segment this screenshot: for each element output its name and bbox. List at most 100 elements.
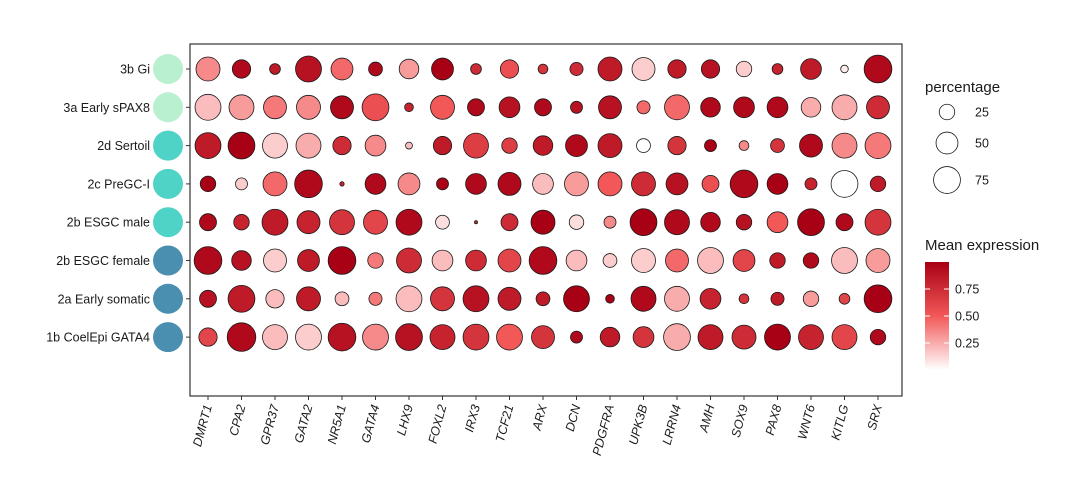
gene-label: SRX	[865, 403, 885, 432]
dot-foxl2	[431, 57, 454, 81]
color-legend: Mean expression 0.25 0.50 0.75	[925, 237, 1039, 370]
dot-gpr37	[263, 248, 287, 273]
dot-cpa2	[231, 59, 252, 79]
dot-wnt6	[798, 324, 824, 351]
dot-gata4	[364, 173, 387, 195]
dot-pax8	[769, 252, 786, 269]
dot-foxl2	[430, 94, 455, 120]
dot-dmrt1	[193, 246, 223, 275]
dot-dcn	[565, 249, 588, 272]
dot-irx3	[462, 285, 490, 313]
dot-dcn	[563, 285, 590, 313]
dot-arx	[532, 173, 554, 195]
dot-sox9	[733, 96, 755, 119]
dot-lhx9	[395, 323, 423, 351]
row-label: 2d Sertoil	[97, 139, 150, 153]
dot-dmrt1	[199, 175, 217, 193]
dot-tcf21	[497, 286, 522, 311]
row-color-badges	[153, 54, 183, 353]
gene-label: LRRN4	[660, 403, 684, 446]
dot-upk3b	[636, 100, 651, 115]
dot-kitlg	[835, 213, 854, 232]
dot-pax8	[764, 323, 791, 351]
row-label: 2a Early somatic	[58, 292, 150, 306]
dot-gpr37	[263, 95, 287, 120]
dot-gpr37	[262, 171, 288, 197]
dot-dmrt1	[199, 289, 217, 308]
dot-nr5a1	[330, 95, 354, 120]
dot-lrrn4	[663, 323, 691, 351]
dot-pax8	[770, 291, 785, 306]
gene-labels: DMRT1 CPA2 GPR37 GATA2 NR5A1 GATA4 LHX9 FOXL2 IR…	[190, 402, 885, 457]
dot-kitlg	[831, 247, 858, 274]
dot-sox9	[738, 140, 750, 151]
gene-label: KITLG	[829, 403, 852, 442]
dot-lhx9	[398, 58, 420, 80]
dot-nr5a1	[329, 209, 355, 236]
dot-dcn	[568, 214, 585, 230]
dot-gpr37	[269, 63, 281, 75]
dot-nr5a1	[330, 57, 354, 81]
dot-lhx9	[396, 247, 422, 274]
dot-gata4	[368, 291, 383, 306]
dot-amh	[697, 324, 724, 351]
dot-lrrn4	[665, 172, 689, 196]
gene-label: DMRT1	[190, 403, 215, 448]
dot-dmrt1	[194, 132, 222, 159]
dot-wnt6	[797, 208, 825, 237]
dot-sox9	[729, 169, 759, 199]
dot-gata4	[362, 323, 389, 351]
dot-arx	[532, 135, 554, 156]
dot-tcf21	[499, 59, 520, 79]
size-legend-circle	[938, 103, 956, 121]
dot-pax8	[770, 138, 785, 153]
dot-srx	[864, 208, 892, 236]
dot-arx	[528, 246, 558, 275]
size-legend-circle	[935, 131, 959, 155]
dot-srx	[869, 175, 887, 193]
dot-wnt6	[802, 290, 820, 307]
dot-cpa2	[226, 322, 257, 352]
dot-sox9	[735, 60, 753, 78]
dot-dmrt1	[199, 213, 217, 232]
dot-gata2	[296, 286, 321, 312]
dot-amh	[700, 211, 721, 233]
dot-foxl2	[430, 286, 455, 312]
dot-srx	[863, 54, 893, 84]
dot-nr5a1	[327, 246, 357, 275]
dot-cpa2	[227, 284, 256, 313]
dot-pax8	[766, 173, 789, 195]
row-color-badge	[153, 322, 183, 353]
dot-wnt6	[804, 177, 818, 191]
dot-irx3	[465, 173, 487, 195]
dot-gata2	[295, 323, 322, 351]
dot-kitlg	[830, 170, 859, 198]
dot-srx	[865, 248, 891, 273]
dot-pdgfra	[602, 253, 618, 268]
dot-sox9	[735, 214, 753, 231]
dot-gata2	[296, 94, 321, 120]
row-label: 2c PreGC-I	[87, 177, 150, 191]
dot-lhx9	[397, 172, 421, 196]
dot-lhx9	[404, 102, 414, 113]
dot-gata2	[295, 55, 322, 83]
dot-pdgfra	[597, 171, 623, 197]
color-legend-label: 0.75	[955, 283, 979, 297]
gene-label: TCF21	[493, 403, 516, 444]
dot-irx3	[465, 249, 487, 272]
dot-lrrn4	[665, 248, 689, 273]
dot-gpr37	[262, 132, 288, 159]
gene-label: CPA2	[227, 403, 249, 437]
gene-label: ARX	[529, 403, 550, 433]
dot-pdgfra	[605, 294, 615, 304]
dot-pdgfra	[597, 133, 623, 159]
size-legend-circle	[933, 166, 961, 194]
y-axis-ticks	[186, 68, 190, 338]
dot-dcn	[564, 171, 589, 197]
dot-amh	[700, 97, 721, 118]
dot-sox9	[731, 324, 757, 350]
gene-label: SOX9	[729, 403, 751, 439]
dot-gata2	[296, 210, 321, 235]
dot-pdgfra	[603, 215, 617, 229]
dot-cpa2	[235, 177, 248, 191]
